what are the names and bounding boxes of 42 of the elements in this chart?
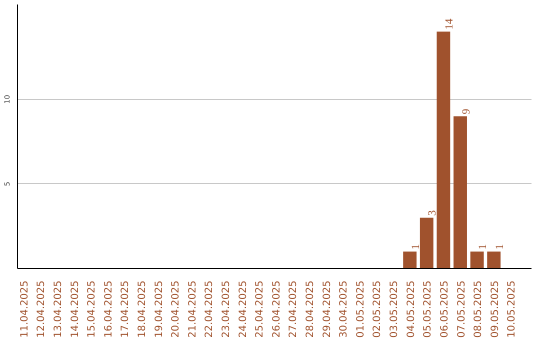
x-tick-label: 24.04.2025 — [238, 280, 249, 338]
x-tick-label: 30.04.2025 — [338, 280, 350, 338]
x-tick-label: 21.04.2025 — [187, 280, 198, 338]
x-tick-label: 06.05.2025 — [439, 280, 450, 338]
x-tick-label: 25.04.2025 — [254, 280, 266, 338]
data-label: 1 — [477, 244, 490, 250]
data-label: 9 — [460, 108, 472, 114]
x-tick-label: 27.04.2025 — [288, 280, 300, 338]
bar — [470, 252, 484, 268]
x-tick-label: 18.04.2025 — [137, 280, 148, 338]
x-tick-label: 10.05.2025 — [506, 280, 518, 338]
x-tick-label: 14.04.2025 — [70, 280, 81, 338]
data-label: 14 — [443, 18, 456, 30]
x-tick-label: 07.05.2025 — [456, 280, 468, 338]
x-tick-label: 01.05.2025 — [355, 280, 366, 338]
x-tick-label: 13.04.2025 — [52, 280, 64, 338]
data-label: 1 — [494, 244, 506, 250]
data-label: 1 — [410, 244, 422, 250]
x-tick-label: 23.04.2025 — [221, 280, 232, 338]
x-tick-label: 19.04.2025 — [154, 280, 165, 338]
x-tick-label: 29.04.2025 — [322, 280, 333, 338]
bar — [454, 116, 467, 268]
x-tick-label: 16.04.2025 — [103, 280, 114, 338]
x-tick-label: 28.04.2025 — [305, 280, 316, 338]
x-tick-label: 12.04.2025 — [36, 280, 48, 338]
x-tick-label: 09.05.2025 — [490, 280, 501, 338]
x-tick-label: 04.05.2025 — [406, 280, 417, 338]
x-tick-label: 17.04.2025 — [120, 280, 132, 338]
x-tick-label: 03.05.2025 — [389, 280, 400, 338]
bar — [403, 252, 417, 268]
data-label: 3 — [426, 210, 439, 216]
x-tick-label: 15.04.2025 — [86, 280, 98, 338]
bar — [487, 252, 501, 268]
x-tick-label: 11.04.2025 — [19, 280, 30, 338]
x-tick-label: 26.04.2025 — [271, 280, 282, 338]
x-tick-label: 05.05.2025 — [422, 280, 434, 338]
x-tick-label: 02.05.2025 — [372, 280, 384, 338]
bar — [420, 218, 434, 268]
x-tick-label: 08.05.2025 — [473, 280, 484, 338]
x-tick-label: 20.04.2025 — [170, 280, 182, 338]
x-tick-label: 22.04.2025 — [204, 280, 216, 338]
bar — [436, 32, 450, 268]
